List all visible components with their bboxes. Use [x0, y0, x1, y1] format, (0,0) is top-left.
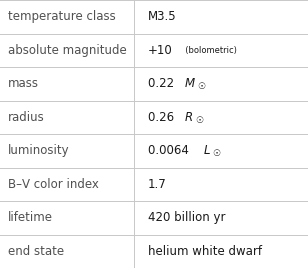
Text: helium white dwarf: helium white dwarf — [148, 245, 262, 258]
Text: B–V color index: B–V color index — [8, 178, 99, 191]
Text: 420 billion yr: 420 billion yr — [148, 211, 225, 224]
Text: +10: +10 — [148, 44, 172, 57]
Text: R: R — [184, 111, 193, 124]
Text: radius: radius — [8, 111, 44, 124]
Text: 0.22: 0.22 — [148, 77, 176, 90]
Text: (bolometric): (bolometric) — [180, 46, 237, 55]
Text: lifetime: lifetime — [8, 211, 53, 224]
Text: 1.7: 1.7 — [148, 178, 167, 191]
Text: absolute magnitude: absolute magnitude — [8, 44, 127, 57]
Text: ☉: ☉ — [195, 116, 203, 125]
Text: 0.26: 0.26 — [148, 111, 176, 124]
Text: M3.5: M3.5 — [148, 10, 176, 23]
Text: end state: end state — [8, 245, 64, 258]
Text: luminosity: luminosity — [8, 144, 69, 157]
Text: temperature class: temperature class — [8, 10, 116, 23]
Text: mass: mass — [8, 77, 39, 90]
Text: 0.0064: 0.0064 — [148, 144, 191, 157]
Text: M: M — [184, 77, 195, 90]
Text: L: L — [204, 144, 210, 157]
Text: ☉: ☉ — [212, 150, 220, 158]
Text: ☉: ☉ — [198, 83, 206, 91]
